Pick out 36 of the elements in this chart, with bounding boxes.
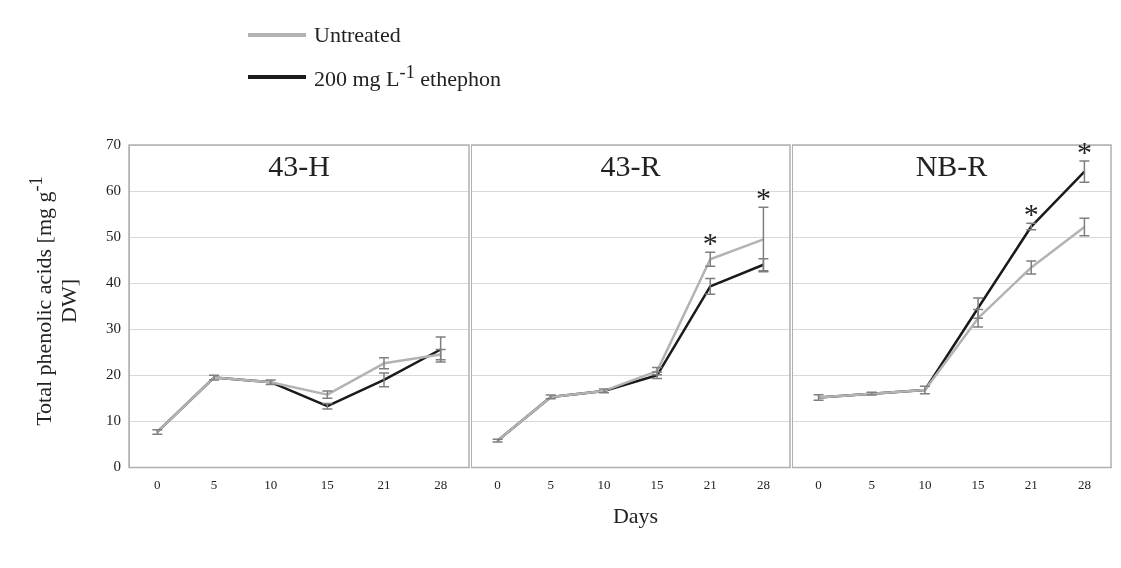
x-tick-label: 21 bbox=[703, 476, 717, 492]
x-axis-title: Days bbox=[611, 503, 660, 529]
x-tick-label: 10 bbox=[918, 476, 932, 492]
x-tick-label: 5 bbox=[210, 476, 218, 492]
x-tick-label: 28 bbox=[434, 476, 448, 492]
x-tick-label: 21 bbox=[1024, 476, 1038, 492]
y-tick-label: 10 bbox=[106, 412, 121, 429]
x-tick-label: 0 bbox=[494, 476, 501, 492]
x-tick-label: 10 bbox=[597, 476, 611, 492]
y-tick-label: 30 bbox=[106, 320, 121, 337]
x-tick-label: 5 bbox=[547, 476, 554, 492]
x-tick-label: 28 bbox=[1077, 476, 1091, 492]
x-tick-label: 15 bbox=[320, 476, 334, 492]
x-tick-label: 0 bbox=[154, 476, 161, 492]
annotation: * bbox=[702, 226, 718, 260]
chart-title: 43-H bbox=[268, 148, 330, 182]
x-tick-label: 10 bbox=[264, 476, 278, 492]
annotation: * bbox=[1023, 197, 1039, 231]
legend-label: Untreated bbox=[314, 22, 401, 48]
chart-title: NB-R bbox=[915, 148, 988, 182]
y-tick-label: 50 bbox=[106, 228, 121, 245]
annotation: * bbox=[755, 181, 771, 215]
y-tick-label: 60 bbox=[106, 181, 121, 198]
x-tick-label: 0 bbox=[815, 476, 822, 492]
x-tick-label: 5 bbox=[868, 476, 875, 492]
y-tick-label: 40 bbox=[106, 274, 121, 291]
chart-title: 43-R bbox=[600, 148, 661, 182]
x-tick-label: 21 bbox=[377, 476, 391, 492]
legend-label: 200 mg L$^{-1}$ ethephon bbox=[314, 61, 501, 93]
annotation: * bbox=[1076, 134, 1092, 168]
y-tick-label: 20 bbox=[106, 366, 121, 383]
x-tick-label: 15 bbox=[650, 476, 664, 492]
y-tick-label: 0 bbox=[113, 458, 121, 475]
x-tick-label: 28 bbox=[756, 476, 770, 492]
x-tick-label: 15 bbox=[971, 476, 985, 492]
y-tick-label: 70 bbox=[106, 135, 121, 152]
